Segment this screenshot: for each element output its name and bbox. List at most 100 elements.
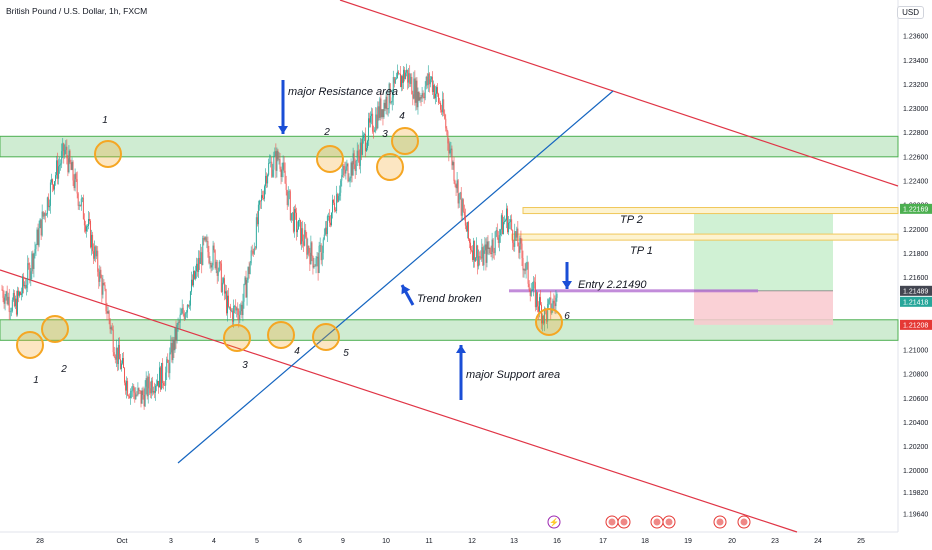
- candle-body: [67, 158, 69, 173]
- candle-body: [168, 362, 170, 374]
- candle-body: [404, 69, 406, 79]
- candle-body: [157, 380, 158, 386]
- candle-body: [165, 372, 167, 386]
- candle-body: [439, 102, 441, 104]
- candle-body: [11, 299, 13, 312]
- channel-lower-line: [0, 269, 798, 533]
- candle-body: [258, 200, 260, 205]
- candle-body: [486, 241, 488, 263]
- candle-body: [481, 247, 483, 259]
- candle-body: [98, 271, 100, 282]
- candle-body: [298, 220, 299, 230]
- candle-body: [487, 241, 489, 249]
- candle-body: [150, 380, 152, 394]
- candle-body: [525, 263, 527, 271]
- candle-body: [210, 263, 212, 268]
- candle-body: [512, 229, 514, 243]
- candle-body: [189, 291, 191, 306]
- candle-body: [248, 267, 250, 275]
- candle-body: [466, 222, 468, 232]
- candle-body: [262, 195, 263, 199]
- candle-body: [89, 218, 90, 221]
- candle-body: [140, 390, 142, 404]
- candle-body: [474, 240, 476, 262]
- support-touch-4: [267, 321, 295, 349]
- candle-body: [455, 184, 457, 189]
- candle-body: [478, 256, 480, 267]
- candle-body: [26, 284, 28, 289]
- support-label: major Support area: [466, 369, 560, 381]
- candle-body: [155, 385, 157, 387]
- candle-body: [533, 281, 535, 283]
- candle-body: [43, 212, 45, 217]
- price-tick-label: 1.19640: [903, 512, 928, 519]
- resistance-touch-3: [376, 153, 404, 181]
- candle-body: [291, 212, 293, 214]
- candle-body: [452, 162, 454, 166]
- candle-body: [103, 282, 105, 285]
- candle-body: [225, 291, 227, 314]
- candle-body: [508, 222, 510, 233]
- loss-zone: [694, 290, 833, 325]
- candle-body: [312, 256, 314, 268]
- candle-body: [398, 73, 400, 75]
- candle-body: [186, 304, 188, 313]
- candle-body: [100, 269, 102, 278]
- candle-body: [64, 149, 66, 156]
- candle-body: [70, 162, 72, 170]
- candle-body: [137, 388, 139, 395]
- candle-body: [91, 234, 93, 248]
- candle-body: [518, 246, 520, 253]
- us-flag-icon: [716, 518, 724, 526]
- time-tick-label: 11: [425, 538, 432, 545]
- candle-body: [244, 277, 246, 285]
- candle-body: [522, 258, 524, 271]
- candle-body: [196, 263, 198, 272]
- candle-body: [309, 252, 311, 265]
- candle-body: [322, 239, 324, 254]
- candle-body: [382, 109, 384, 118]
- candle-body: [363, 134, 365, 136]
- price-tick-label: 1.20400: [903, 420, 928, 427]
- candle-body: [300, 219, 302, 244]
- candle-body: [99, 269, 101, 282]
- candle-body: [391, 97, 393, 103]
- candle-body: [39, 219, 41, 228]
- candle-body: [415, 80, 417, 103]
- candle-body: [72, 161, 74, 181]
- candle-body: [250, 250, 252, 264]
- candle-body: [125, 382, 127, 391]
- candle-body: [151, 380, 153, 393]
- currency-button[interactable]: USD: [897, 6, 924, 19]
- candle-body: [160, 367, 162, 390]
- candle-body: [110, 327, 112, 330]
- candle-body: [203, 237, 205, 240]
- candle-body: [245, 277, 247, 298]
- support-touch-label: 2: [60, 364, 67, 375]
- candle-body: [93, 251, 95, 259]
- candle-body: [445, 118, 447, 129]
- time-tick-label: 3: [169, 538, 173, 545]
- candle-body: [535, 292, 537, 308]
- candle-body: [430, 76, 432, 80]
- candle-body: [462, 199, 464, 212]
- resistance-touch-label: 1: [102, 115, 108, 126]
- us-flag-icon: [740, 518, 748, 526]
- candle-body: [199, 257, 201, 264]
- candle-body: [47, 197, 49, 208]
- candle-body: [241, 304, 243, 316]
- candle-body: [154, 385, 156, 393]
- candle-body: [152, 391, 154, 393]
- us-flag-icon: [620, 518, 628, 526]
- candle-body: [37, 229, 39, 246]
- time-tick-label: 9: [341, 538, 345, 545]
- candle-body: [409, 73, 411, 84]
- candle-body: [551, 309, 553, 314]
- candle-body: [384, 102, 386, 109]
- candle-body: [162, 362, 164, 383]
- candle-body: [30, 271, 32, 281]
- candle-body: [279, 159, 281, 169]
- candle-body: [359, 142, 361, 166]
